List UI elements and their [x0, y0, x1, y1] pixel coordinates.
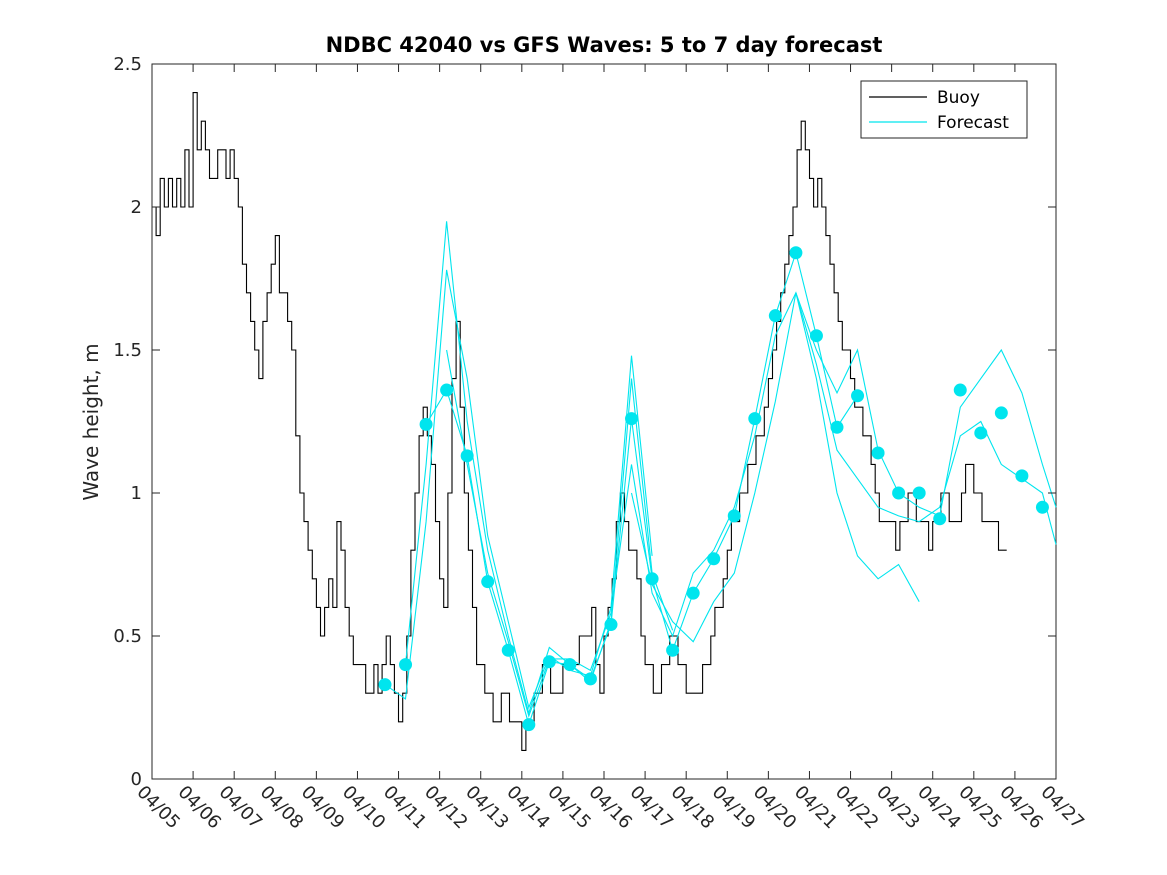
forecast-marker — [994, 406, 1008, 420]
forecast-marker — [666, 643, 680, 657]
forecast-marker — [727, 509, 741, 523]
forecast-marker — [378, 678, 392, 692]
y-tick-label: 0 — [131, 769, 142, 790]
forecast-marker — [851, 389, 865, 403]
forecast-marker — [748, 412, 762, 426]
legend-label-forecast: Forecast — [937, 113, 1009, 133]
forecast-marker — [953, 383, 967, 397]
forecast-marker — [460, 449, 474, 463]
forecast-marker — [604, 618, 618, 632]
legend: Buoy Forecast — [860, 80, 1028, 139]
forecast-marker — [707, 552, 721, 566]
forecast-run-line — [795, 292, 1057, 517]
legend-label-buoy: Buoy — [937, 88, 980, 108]
y-tick-label: 2 — [131, 197, 142, 218]
forecast-marker — [583, 672, 597, 686]
forecast-marker — [933, 512, 947, 526]
forecast-marker — [440, 383, 454, 397]
plot-area — [151, 63, 1057, 780]
y-tick-label: 0.5 — [113, 626, 142, 647]
legend-box — [860, 80, 1028, 139]
forecast-marker — [830, 420, 844, 434]
forecast-marker — [522, 718, 536, 732]
forecast-marker — [871, 446, 885, 460]
forecast-marker — [542, 655, 556, 669]
forecast-marker — [789, 246, 803, 260]
forecast-marker — [1035, 500, 1049, 514]
forecast-marker — [625, 412, 639, 426]
chart-title: NDBC 42040 vs GFS Waves: 5 to 7 day fore… — [326, 33, 883, 57]
y-axis-label: Wave height, m — [79, 343, 103, 500]
forecast-marker — [399, 658, 413, 672]
forecast-marker — [974, 426, 988, 440]
forecast-run-line — [384, 269, 653, 710]
forecast-marker — [481, 575, 495, 589]
forecast-run-line — [425, 250, 858, 727]
y-axis: 0 0.5 1 1.5 2 2.5 — [113, 54, 1056, 790]
forecast-marker — [686, 586, 700, 600]
forecast-marker — [419, 417, 433, 431]
y-tick-label: 2.5 — [113, 54, 142, 75]
forecast-marker — [645, 572, 659, 586]
forecast-marker — [501, 643, 515, 657]
forecast-marker — [563, 658, 577, 672]
buoy-series-line — [152, 92, 1007, 751]
y-tick-label: 1.5 — [113, 340, 142, 361]
forecast-marker — [809, 329, 823, 343]
forecast-marker — [768, 309, 782, 323]
forecast-run-line — [630, 292, 920, 643]
forecast-marker — [912, 486, 926, 500]
forecast-marker — [1015, 469, 1029, 483]
y-tick-label: 1 — [131, 483, 142, 504]
forecast-marker — [892, 486, 906, 500]
